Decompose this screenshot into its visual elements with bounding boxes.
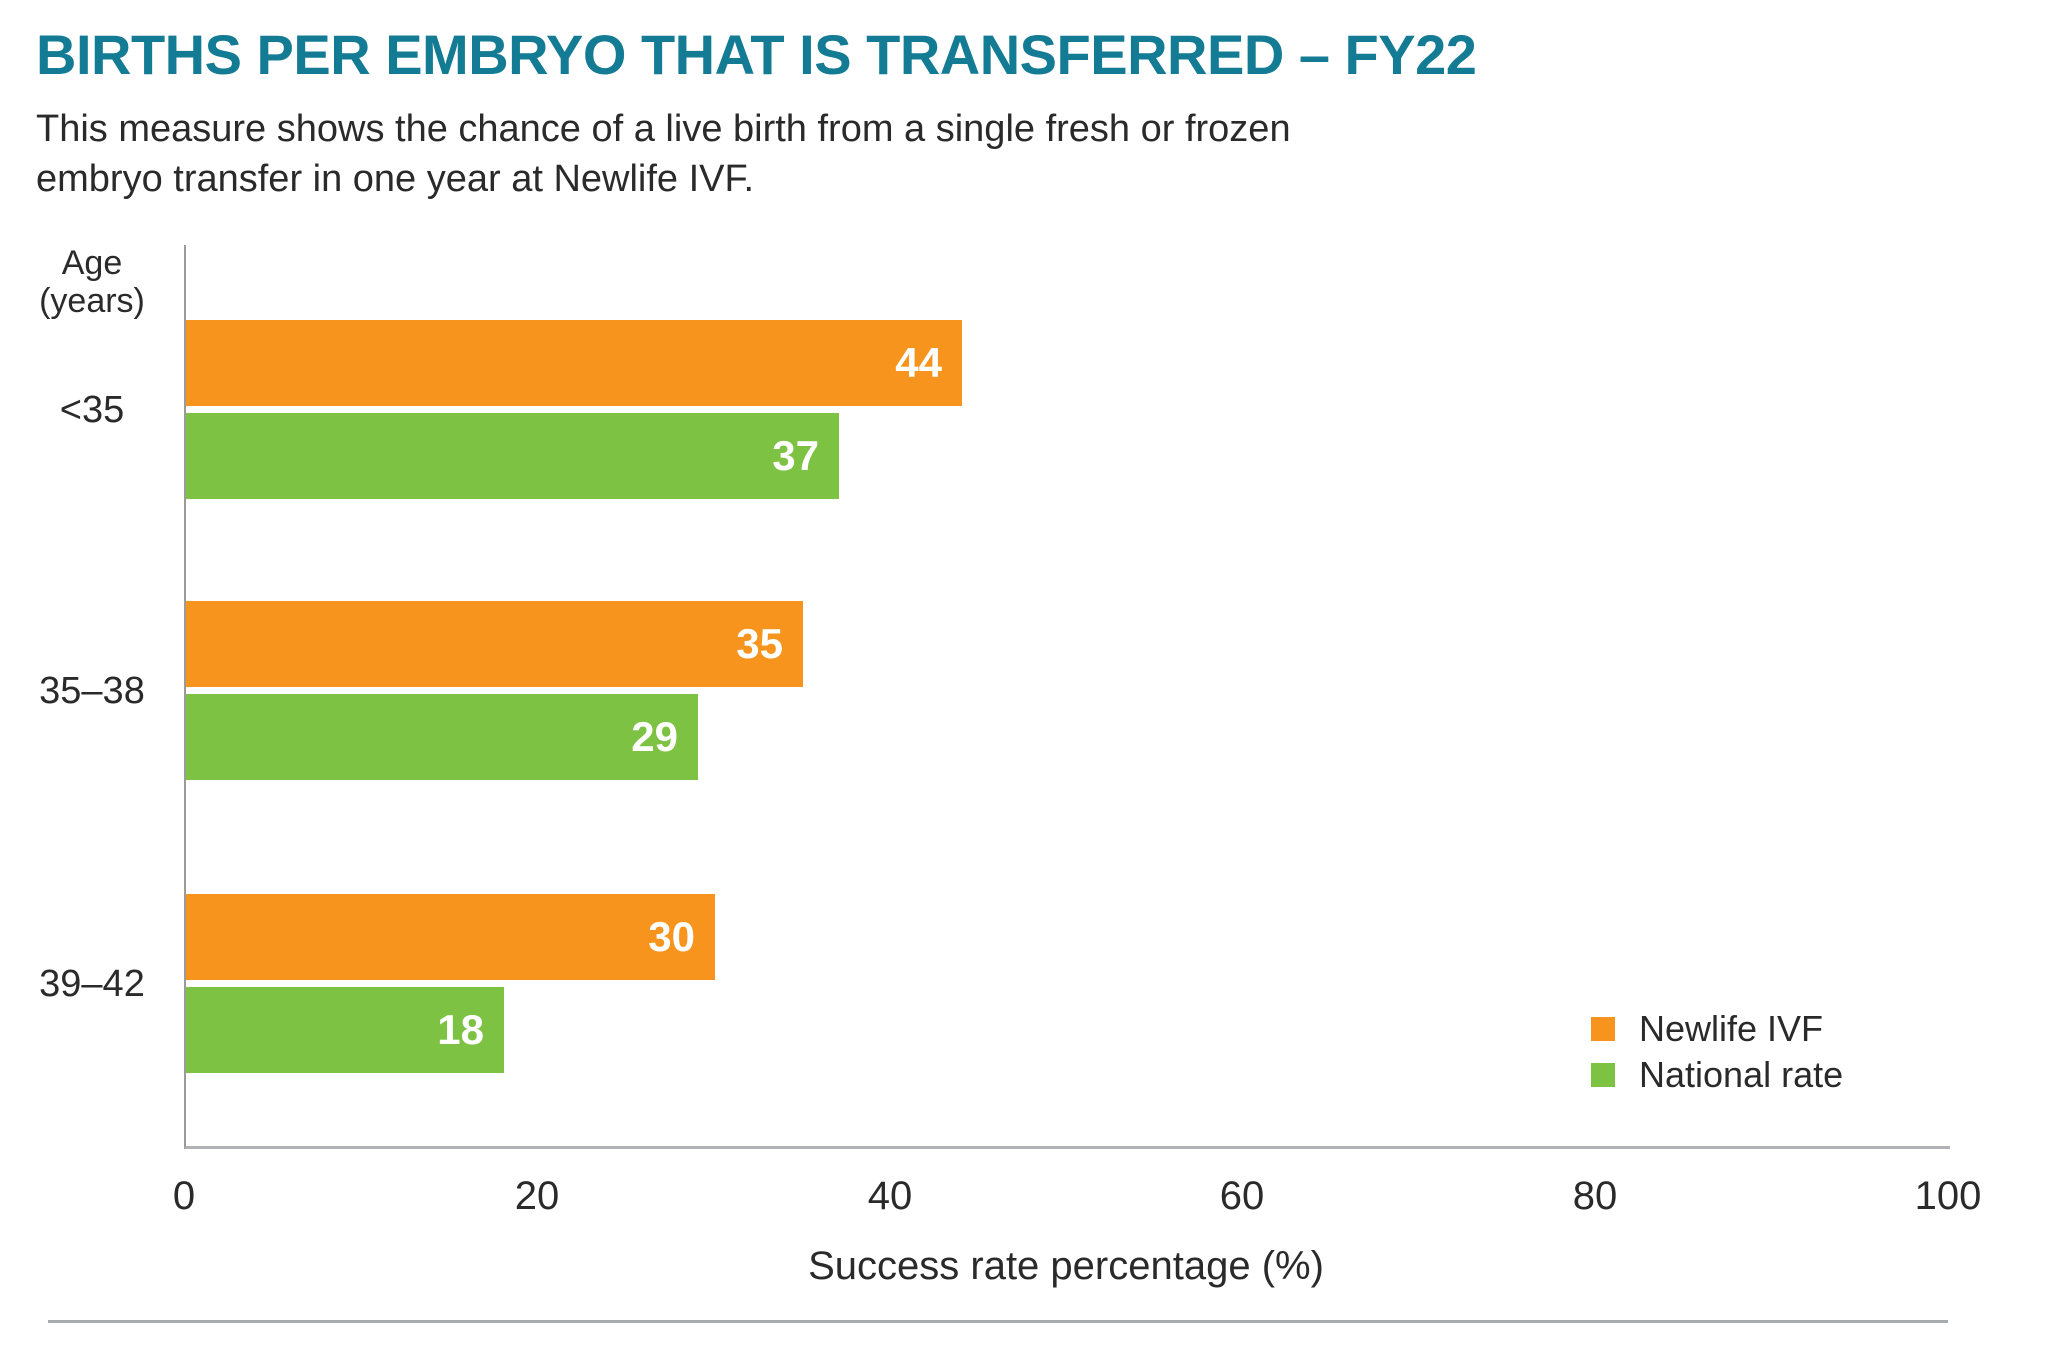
bar-value-label: 37	[772, 432, 819, 479]
bar-national-rate-35: 37	[186, 413, 839, 499]
x-tick-label-60: 60	[1219, 1174, 1265, 1218]
bar-value-label: 35	[736, 620, 783, 667]
legend-item-newlife-ivf: Newlife IVF	[1591, 1006, 1843, 1052]
footer-divider	[48, 1320, 1948, 1323]
chart-subtitle-line-1: This measure shows the chance of a live …	[36, 108, 1291, 150]
plot-area	[184, 245, 1950, 1149]
legend: Newlife IVF National rate	[1591, 1006, 1843, 1098]
bar-value-label: 44	[895, 339, 942, 386]
chart-title: BIRTHS PER EMBRYO THAT IS TRANSFERRED – …	[36, 23, 1477, 86]
y-axis-title: Age (years)	[22, 244, 162, 320]
bar-value-label: 29	[631, 713, 678, 760]
x-tick-label-20: 20	[514, 1174, 560, 1218]
x-tick-label-80: 80	[1572, 1174, 1618, 1218]
category-label-35-38: 35–38	[39, 670, 145, 712]
bar-national-rate-39-42: 18	[186, 987, 504, 1073]
x-tick-label-0: 0	[172, 1174, 196, 1218]
chart-subtitle: This measure shows the chance of a live …	[36, 104, 1291, 204]
y-axis-title-line-1: Age	[61, 244, 123, 282]
bar-value-label: 18	[437, 1006, 484, 1053]
bar-national-rate-35-38: 29	[186, 694, 698, 780]
chart-subtitle-line-2: embryo transfer in one year at Newlife I…	[36, 158, 755, 200]
legend-swatch-newlife-ivf	[1591, 1017, 1615, 1041]
x-axis-title: Success rate percentage (%)	[808, 1244, 1324, 1288]
legend-swatch-national-rate	[1591, 1063, 1615, 1087]
legend-label-newlife-ivf: Newlife IVF	[1639, 1008, 1824, 1049]
legend-label-national-rate: National rate	[1639, 1054, 1844, 1095]
bar-newlife-ivf-35-38: 35	[186, 601, 803, 687]
bar-value-label: 30	[648, 913, 695, 960]
bar-newlife-ivf-39-42: 30	[186, 894, 715, 980]
category-label-39-42: 39–42	[39, 963, 145, 1005]
category-label-35: <35	[59, 389, 125, 431]
x-tick-label-100: 100	[1914, 1174, 1982, 1218]
bar-newlife-ivf-35: 44	[186, 320, 962, 406]
legend-item-national-rate: National rate	[1591, 1052, 1843, 1098]
x-tick-label-40: 40	[867, 1174, 913, 1218]
y-axis-title-line-2: (years)	[39, 282, 145, 320]
